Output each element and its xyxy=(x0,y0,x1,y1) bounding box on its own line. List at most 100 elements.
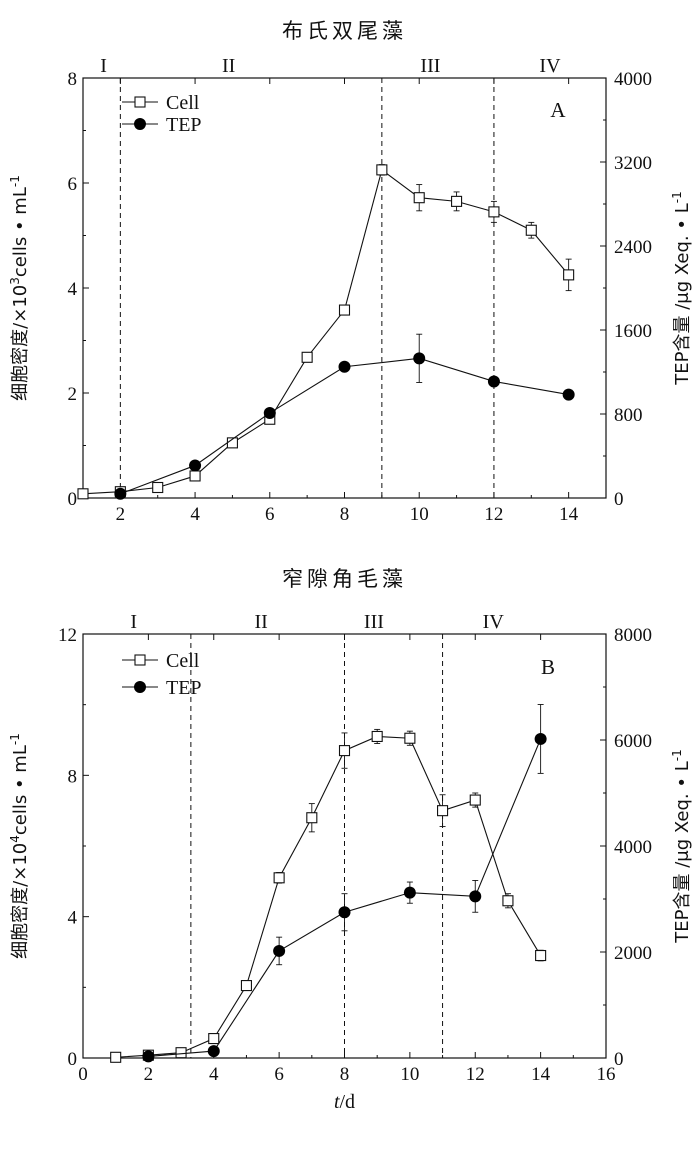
panel-letter: B xyxy=(541,655,555,679)
series-line-cell xyxy=(82,168,570,495)
y-right-tick-label: 0 xyxy=(614,1049,624,1070)
y-right-label-exponent: -1 xyxy=(670,191,684,203)
phase-label: II xyxy=(254,611,267,633)
y-right-label-part: TEP含量 /μg Xeq. • L xyxy=(672,761,693,943)
cell-data-point xyxy=(451,195,463,207)
y-right-tick-label: 4000 xyxy=(614,69,652,90)
y-left-label-exponent: 3 xyxy=(8,277,22,285)
cell-data-point xyxy=(110,1051,122,1063)
x-tick-label: 10 xyxy=(400,1064,419,1085)
x-tick-label: 2 xyxy=(144,1064,154,1085)
tep-data-point xyxy=(413,352,426,365)
tep-data-point xyxy=(263,406,276,419)
phase-label: III xyxy=(420,55,440,77)
tep-data-point xyxy=(338,906,351,919)
cell-data-point xyxy=(338,304,351,316)
cell-data-point xyxy=(301,351,313,363)
y-left-label-part: cells • mL xyxy=(10,187,31,277)
cell-data-point xyxy=(175,1047,187,1059)
y-left-tick-label: 8 xyxy=(68,766,78,787)
cell-data-point xyxy=(306,812,318,824)
series-line-tep xyxy=(120,357,569,495)
y-left-tick-label: 6 xyxy=(68,174,78,195)
phase-label: IV xyxy=(539,55,561,77)
phase-label: I xyxy=(130,611,137,633)
series-cell xyxy=(77,164,575,500)
y-left-axis-label: 细胞密度/×103cells • mL-1 xyxy=(8,175,31,401)
tep-data-point xyxy=(534,732,547,745)
x-tick-label: 12 xyxy=(466,1064,485,1085)
tep-data-point xyxy=(469,890,482,903)
x-tick-label: 4 xyxy=(190,504,200,525)
y-right-tick-label: 1600 xyxy=(614,321,652,342)
phase-label: I xyxy=(100,55,107,77)
cell-data-point xyxy=(376,164,388,176)
tep-data-point xyxy=(338,360,351,373)
legend-tep-label: TEP xyxy=(166,677,202,699)
y-left-label-part: cells • mL xyxy=(10,745,31,835)
cell-data-point xyxy=(469,794,481,806)
phase-label: IV xyxy=(483,611,505,633)
cell-data-point xyxy=(525,224,537,236)
panel-a: 布氏双尾藻 2 4 6 8 10 12 14 0 2 4 6 8 0 800 1600 2400 3200 4000… xyxy=(8,19,693,525)
x-tick-label: 8 xyxy=(340,504,350,525)
cell-data-point xyxy=(189,470,201,482)
cell-data-point xyxy=(404,732,416,744)
cell-data-point xyxy=(437,805,449,817)
x-tick-label: 4 xyxy=(209,1064,219,1085)
x-tick-label: 12 xyxy=(484,504,503,525)
tep-data-point xyxy=(487,375,500,388)
cell-data-point xyxy=(563,269,575,281)
cell-data-point xyxy=(273,872,285,884)
cell-data-point xyxy=(502,895,514,907)
series-tep xyxy=(142,704,547,1063)
x-tick-label: 16 xyxy=(597,1064,616,1085)
y-left-tick-label: 2 xyxy=(68,384,78,405)
y-left-tick-label: 0 xyxy=(68,489,78,510)
y-left-label-part: 细胞密度/×10 xyxy=(10,843,31,959)
tep-data-point xyxy=(142,1050,155,1063)
x-tick-label: 2 xyxy=(116,504,126,525)
x-tick-label: 14 xyxy=(559,504,579,525)
x-axis-label-unit: /d xyxy=(340,1091,356,1113)
legend-cell-label: Cell xyxy=(166,650,200,672)
cell-data-point xyxy=(371,730,383,743)
y-right-tick-label: 8000 xyxy=(614,625,652,646)
y-left-label-exponent: -1 xyxy=(8,733,22,745)
chart-title: 窄隙角毛藻 xyxy=(282,567,407,591)
cell-data-point xyxy=(208,1033,220,1045)
y-left-axis-label: 细胞密度/×104cells • mL-1 xyxy=(8,733,31,959)
x-tick-label: 14 xyxy=(531,1064,551,1085)
legend-tep-marker xyxy=(134,118,146,130)
plot-frame xyxy=(82,77,607,499)
y-right-tick-label: 6000 xyxy=(614,731,652,752)
y-right-tick-label: 2000 xyxy=(614,943,652,964)
legend-tep-marker xyxy=(134,681,146,693)
x-tick-label: 6 xyxy=(265,504,275,525)
y-right-tick-label: 4000 xyxy=(614,837,652,858)
cell-data-point xyxy=(535,949,547,962)
legend-tep-label: TEP xyxy=(166,114,202,136)
x-tick-label: 6 xyxy=(274,1064,284,1085)
tep-data-point xyxy=(114,487,127,500)
y-left-label-part: 细胞密度/×10 xyxy=(10,285,31,401)
x-axis-label: t/d xyxy=(334,1091,355,1113)
y-left-tick-label: 0 xyxy=(68,1049,78,1070)
legend-cell-marker xyxy=(134,654,146,666)
cell-data-point xyxy=(488,206,500,218)
x-tick-label: 0 xyxy=(78,1064,88,1085)
y-right-axis-label: TEP含量 /μg Xeq. • L-1 xyxy=(670,749,693,943)
phase-label: II xyxy=(222,55,235,77)
y-left-tick-label: 12 xyxy=(58,625,77,646)
x-tick-label: 10 xyxy=(410,504,429,525)
cell-data-point xyxy=(338,745,351,757)
y-left-label-exponent: -1 xyxy=(8,175,22,187)
y-left-label-exponent: 4 xyxy=(8,835,22,843)
cell-data-point xyxy=(77,488,89,500)
series-tep xyxy=(114,333,575,500)
cell-data-point xyxy=(152,481,164,494)
cell-data-point xyxy=(413,192,425,204)
